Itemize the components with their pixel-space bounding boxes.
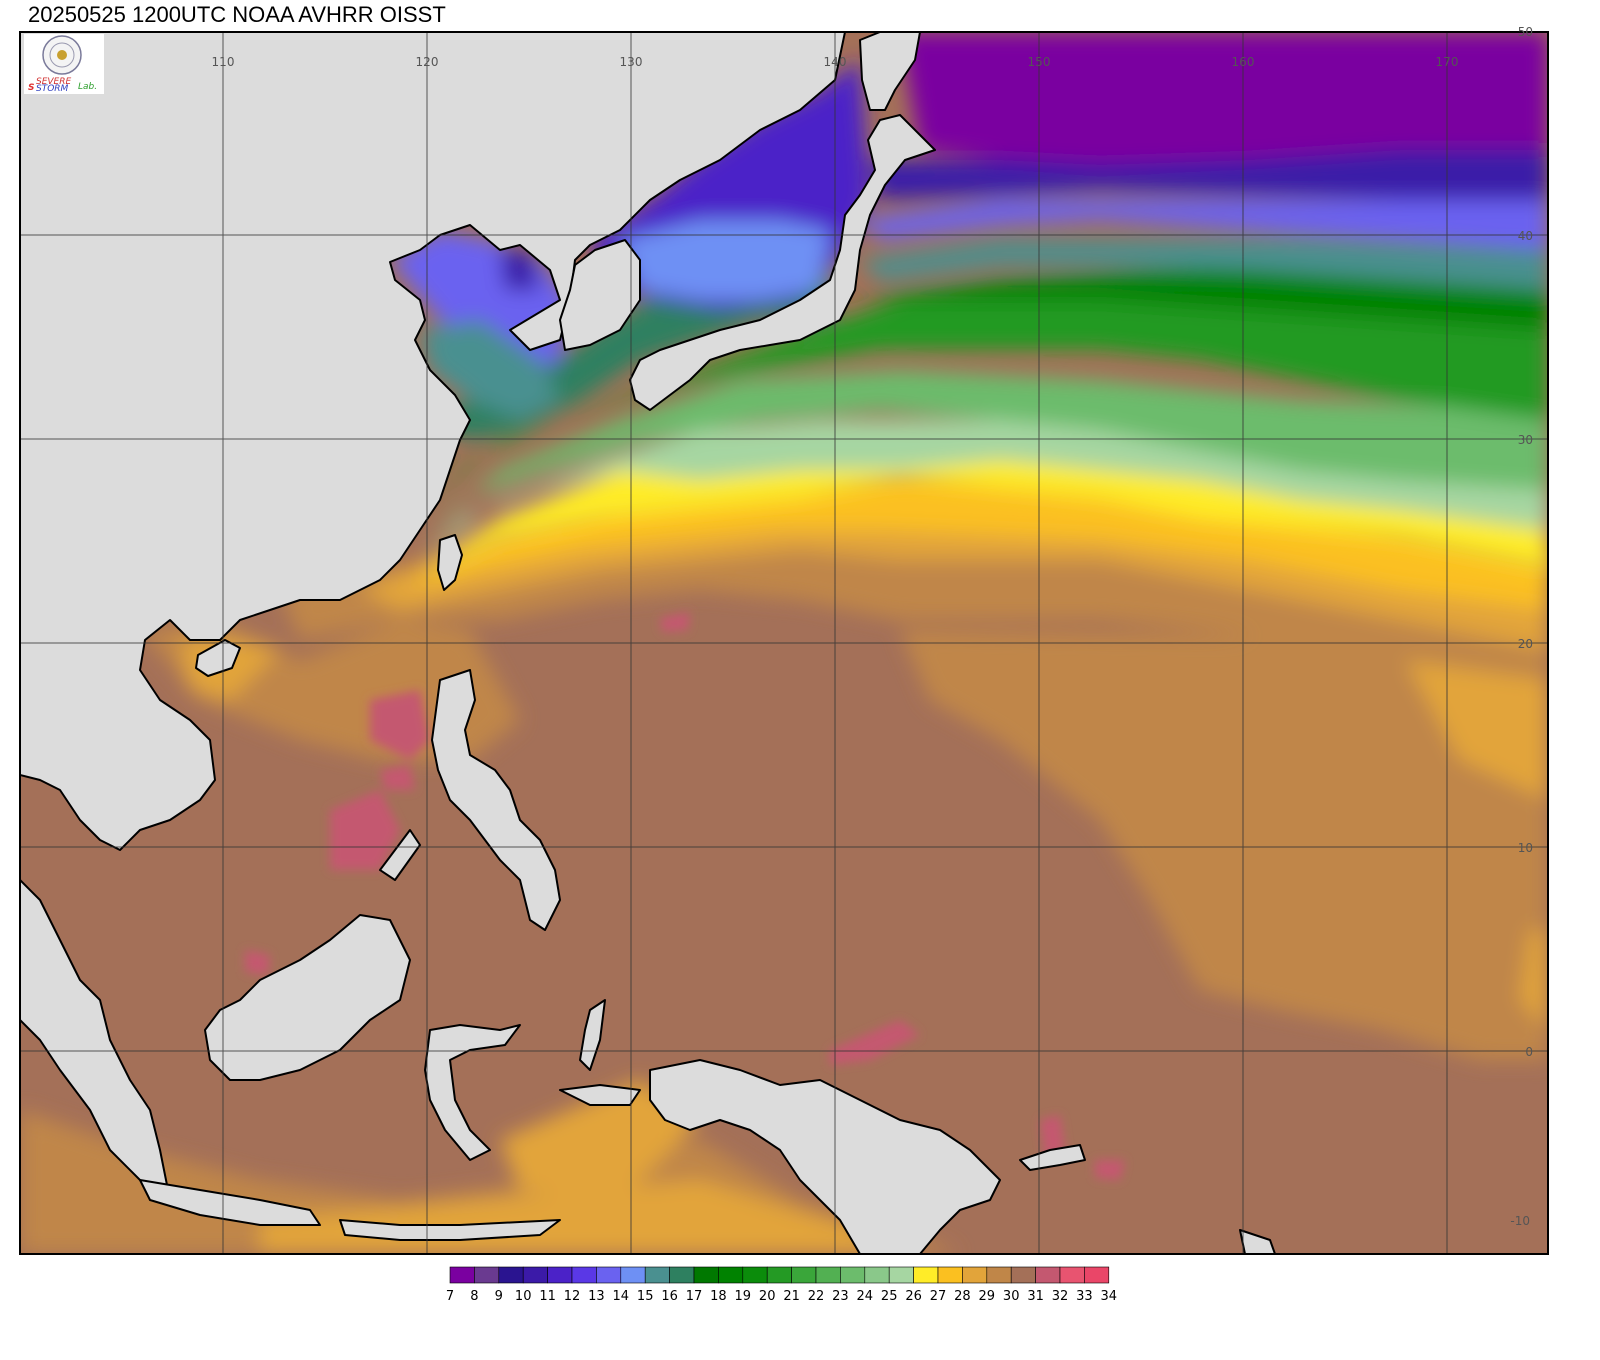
colorbar-label: 25 <box>881 1289 898 1304</box>
colorbar-swatch <box>791 1266 817 1284</box>
colorbar-label: 27 <box>930 1289 947 1304</box>
colorbar-label: 18 <box>710 1289 727 1304</box>
svg-text:Lab.: Lab. <box>78 82 97 92</box>
colorbar-legend: 7 8 9 10 11 12 13 14 15 16 17 18 19 20 21 22 23 24 25 26 27 2… <box>446 1266 1118 1304</box>
colorbar-label: 15 <box>637 1289 654 1304</box>
colorbar-swatch <box>669 1266 695 1284</box>
colorbar-swatch <box>864 1266 890 1284</box>
colorbar-label: 10 <box>515 1289 532 1304</box>
longitude-labels: 110 120 130 140 150 160 170 <box>212 55 1459 69</box>
colorbar-swatch <box>596 1266 622 1284</box>
colorbar-label: 23 <box>832 1289 849 1304</box>
colorbar-swatch <box>620 1266 646 1284</box>
colorbar-swatch <box>815 1266 841 1284</box>
colorbar-swatch <box>840 1266 866 1284</box>
lat-tick: 20 <box>1518 637 1533 651</box>
lon-tick: 160 <box>1232 55 1255 69</box>
colorbar-swatch <box>718 1266 744 1284</box>
colorbar-label: 7 <box>446 1289 454 1304</box>
colorbar-label: 8 <box>470 1289 478 1304</box>
map-title: 20250525 1200UTC NOAA AVHRR OISST <box>28 2 446 27</box>
colorbar-label: 16 <box>661 1289 678 1304</box>
colorbar-swatch <box>1059 1266 1085 1284</box>
colorbar-swatch <box>888 1266 914 1284</box>
map-plot-area <box>20 32 1548 1254</box>
land-masses <box>20 32 1276 1254</box>
colorbar-swatch <box>1035 1266 1061 1284</box>
colorbar-label: 12 <box>564 1289 581 1304</box>
colorbar-label: 33 <box>1076 1289 1093 1304</box>
lon-tick: 140 <box>824 55 847 69</box>
colorbar-label: 9 <box>495 1289 503 1304</box>
lon-tick: 110 <box>212 55 235 69</box>
colorbar-label: 13 <box>588 1289 605 1304</box>
lon-tick: 120 <box>416 55 439 69</box>
colorbar-label: 22 <box>808 1289 825 1304</box>
colorbar-swatch <box>766 1266 792 1284</box>
colorbar-label: 11 <box>539 1289 556 1304</box>
colorbar-swatch <box>913 1266 939 1284</box>
lon-tick: 170 <box>1436 55 1459 69</box>
svg-text:SEVERE: SEVERE <box>36 77 71 87</box>
colorbar-swatch <box>644 1266 670 1284</box>
colorbar-label: 24 <box>857 1289 874 1304</box>
colorbar-label: 19 <box>735 1289 752 1304</box>
colorbar-label: 30 <box>1003 1289 1020 1304</box>
colorbar-swatch <box>522 1266 548 1284</box>
lat-tick: 30 <box>1518 433 1533 447</box>
colorbar-label: 29 <box>979 1289 996 1304</box>
colorbar-swatch <box>742 1266 768 1284</box>
lon-tick: 150 <box>1028 55 1051 69</box>
colorbar-swatch <box>962 1266 988 1284</box>
lat-tick: 50 <box>1518 25 1533 39</box>
latitude-labels: 50 40 30 20 10 0 -10 <box>1510 25 1533 1228</box>
colorbar-swatch <box>1010 1266 1036 1284</box>
lon-tick: 130 <box>620 55 643 69</box>
lat-tick: 0 <box>1525 1045 1533 1059</box>
lab-logo: S SEVERE STORM Lab. <box>24 34 104 94</box>
colorbar-swatch <box>986 1266 1012 1284</box>
graticule <box>20 32 1548 1254</box>
colorbar-swatch <box>693 1266 719 1284</box>
colorbar-label: 34 <box>1101 1289 1118 1304</box>
colorbar-label: 26 <box>905 1289 922 1304</box>
colorbar-label: 20 <box>759 1289 776 1304</box>
colorbar-label: 28 <box>954 1289 971 1304</box>
colorbar-label: 32 <box>1052 1289 1069 1304</box>
lat-tick: 10 <box>1518 841 1533 855</box>
svg-text:S: S <box>28 83 34 93</box>
colorbar-label: 17 <box>686 1289 703 1304</box>
svg-text:STORM: STORM <box>36 84 69 94</box>
colorbar-label: 31 <box>1027 1289 1044 1304</box>
lat-tick: -10 <box>1510 1214 1530 1228</box>
lat-tick: 40 <box>1518 229 1533 243</box>
colorbar-label: 14 <box>613 1289 630 1304</box>
colorbar-swatch <box>1084 1266 1110 1284</box>
colorbar-swatch <box>449 1266 475 1284</box>
colorbar-swatch <box>571 1266 597 1284</box>
colorbar-swatch <box>498 1266 524 1284</box>
colorbar-swatch <box>547 1266 573 1284</box>
colorbar-swatch <box>474 1266 500 1284</box>
colorbar-label: 21 <box>783 1289 800 1304</box>
colorbar-swatch <box>937 1266 963 1284</box>
map-frame <box>19 31 1549 1255</box>
